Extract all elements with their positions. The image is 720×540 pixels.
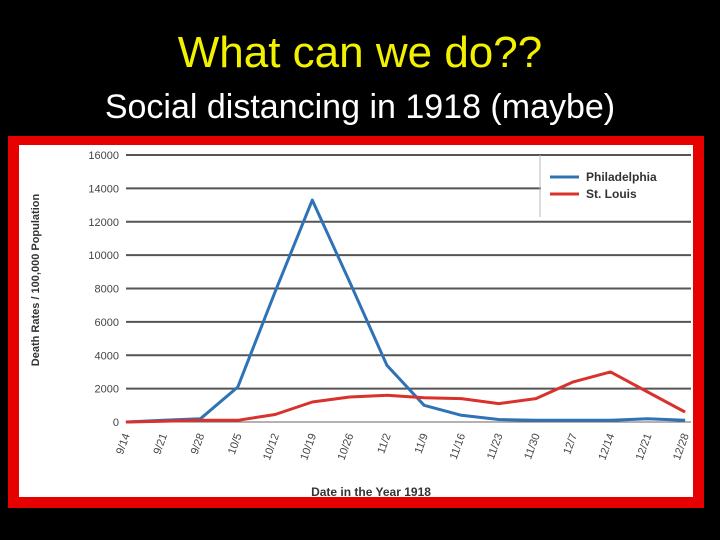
- data-point: [535, 419, 537, 421]
- legend: Philadelphia St. Louis: [541, 157, 691, 217]
- data-point: [684, 419, 686, 421]
- data-point: [460, 414, 462, 416]
- data-point: [386, 364, 388, 366]
- chart-frame: 0 2000 4000 6000 8000 10000 12000 14000 16000 9/…: [8, 136, 704, 508]
- data-point: [609, 419, 611, 421]
- line-chart: 0 2000 4000 6000 8000 10000 12000 14000 16000 9/…: [30, 150, 692, 497]
- data-point: [274, 413, 276, 415]
- series-lines: [125, 198, 686, 424]
- data-point: [386, 394, 388, 396]
- series-line-philadelphia: [125, 198, 686, 424]
- y-tick-label: 2000: [95, 384, 119, 396]
- x-tick-label: 10/5: [226, 432, 245, 456]
- x-tick-label: 11/30: [522, 432, 542, 461]
- x-tick-label: 11/16: [448, 432, 468, 461]
- x-tick-label: 9/21: [151, 432, 170, 456]
- data-point: [609, 371, 611, 373]
- series-line-st-louis: [125, 370, 686, 424]
- chart-panel: 0 2000 4000 6000 8000 10000 12000 14000 16000 9/…: [19, 145, 693, 497]
- data-point: [200, 419, 202, 421]
- y-tick-label: 8000: [95, 284, 119, 296]
- y-axis-label: Death Rates / 100,000 Population: [30, 194, 42, 367]
- data-point: [572, 381, 574, 383]
- data-point: [237, 419, 239, 421]
- y-tick-labels: 0 2000 4000 6000 8000 10000 12000 14000 16000: [88, 150, 119, 429]
- x-tick-label: 12/7: [561, 432, 580, 456]
- x-axis-label: Date in the Year 1918: [311, 485, 431, 497]
- data-point: [237, 386, 239, 388]
- legend-background: [541, 157, 691, 217]
- data-point: [349, 396, 351, 398]
- x-tick-label: 11/23: [485, 432, 505, 461]
- data-point: [684, 411, 686, 413]
- data-point: [125, 421, 127, 423]
- data-point: [498, 403, 500, 405]
- x-tick-labels: 9/14 9/21 9/28 10/5 10/12 10/19 10/26 11/2 11/9 1…: [114, 432, 692, 462]
- x-tick-label: 11/9: [413, 432, 431, 455]
- data-point: [311, 401, 313, 403]
- legend-label: Philadelphia: [586, 170, 657, 184]
- data-point: [647, 418, 649, 420]
- y-tick-label: 14000: [88, 183, 119, 195]
- x-tick-label: 10/19: [298, 432, 319, 462]
- y-tick-label: 6000: [95, 317, 119, 329]
- x-tick-label: 9/14: [114, 432, 133, 456]
- data-point: [162, 420, 164, 422]
- y-tick-label: 16000: [88, 150, 119, 162]
- x-tick-label: 12/14: [597, 432, 618, 462]
- data-point: [311, 199, 313, 201]
- y-tick-label: 10000: [88, 250, 119, 262]
- x-tick-label: 12/21: [634, 432, 655, 462]
- slide-title: What can we do??: [177, 28, 543, 77]
- data-point: [498, 418, 500, 420]
- x-tick-label: 10/26: [336, 432, 357, 462]
- data-point: [535, 398, 537, 400]
- data-point: [423, 397, 425, 399]
- data-point: [349, 281, 351, 283]
- y-tick-label: 12000: [88, 217, 119, 229]
- data-point: [423, 404, 425, 406]
- data-point: [647, 391, 649, 393]
- y-tick-label: 0: [113, 417, 119, 429]
- slide-subtitle: Social distancing in 1918 (maybe): [104, 88, 616, 126]
- grid: [126, 154, 691, 423]
- x-tick-label: 12/28: [671, 432, 692, 462]
- data-point: [460, 398, 462, 400]
- data-point: [572, 419, 574, 421]
- data-point: [274, 291, 276, 293]
- y-tick-label: 4000: [95, 350, 119, 362]
- x-tick-label: 11/2: [375, 432, 393, 455]
- x-tick-label: 9/28: [189, 432, 208, 456]
- legend-label: St. Louis: [586, 187, 637, 201]
- x-tick-label: 10/12: [261, 432, 282, 462]
